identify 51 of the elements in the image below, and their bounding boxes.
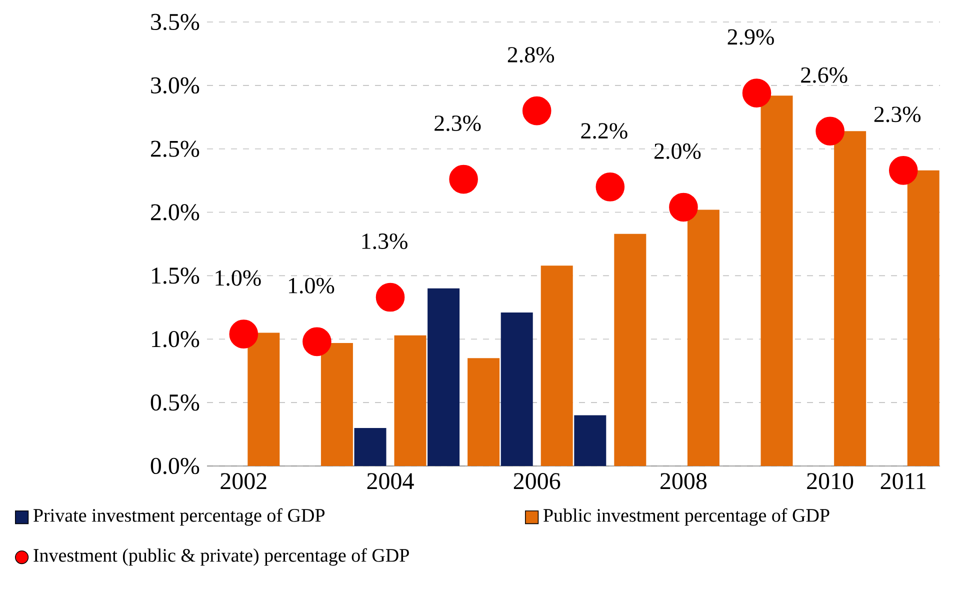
bar xyxy=(354,428,386,466)
point xyxy=(302,327,332,356)
bar xyxy=(500,312,533,466)
bar xyxy=(394,335,426,466)
y-tick-label: 0.0% xyxy=(150,458,200,474)
x-tick-label: 2004 xyxy=(367,473,414,490)
x-tick-label: 2010 xyxy=(807,473,854,490)
bar xyxy=(907,170,940,466)
y-tick-label: 1.0% xyxy=(152,330,200,348)
point xyxy=(449,164,478,194)
point xyxy=(596,172,625,202)
y-tick-label: 1.5% xyxy=(152,268,200,284)
bar xyxy=(574,415,606,466)
bar xyxy=(760,96,793,466)
x-tick-label: 2002 xyxy=(220,473,266,490)
point xyxy=(742,78,772,108)
point xyxy=(229,320,258,348)
legend-label: Public investment percentage of GDP xyxy=(543,508,830,526)
bar xyxy=(834,131,866,466)
point xyxy=(888,156,918,185)
y-tick-label: 3.5% xyxy=(151,14,200,30)
data-label: 2.9% xyxy=(728,29,774,45)
bar xyxy=(687,210,720,466)
data-label: 2.8% xyxy=(508,47,554,63)
x-tick-label: 2006 xyxy=(514,473,560,490)
point xyxy=(816,116,844,146)
bar xyxy=(468,358,500,466)
x-tick-label: 2008 xyxy=(660,473,707,490)
data-label: 1.0% xyxy=(216,270,261,286)
bar xyxy=(614,234,646,466)
legend-label: Investment (public & private) percentage of GDP xyxy=(34,548,409,566)
bar xyxy=(428,288,460,466)
data-label: 1.0% xyxy=(289,278,334,294)
x-tick-label: 2011 xyxy=(880,473,926,490)
data-label: 2.6% xyxy=(801,67,848,83)
bar xyxy=(248,332,280,466)
point xyxy=(522,96,552,126)
y-tick-label: 2.5% xyxy=(151,140,200,158)
point xyxy=(376,282,405,312)
data-label: 1.3% xyxy=(362,233,408,250)
data-label: 2.3% xyxy=(874,106,921,122)
point xyxy=(669,192,698,222)
data-label: 2.0% xyxy=(654,143,701,160)
data-label: 2.2% xyxy=(581,123,628,139)
y-tick-label: 3.0% xyxy=(151,77,200,94)
y-tick-label: 0.5% xyxy=(150,394,200,411)
data-label: 2.3% xyxy=(434,116,481,132)
bar xyxy=(320,342,353,466)
y-tick-label: 2.0% xyxy=(151,204,200,220)
bar xyxy=(540,266,573,466)
legend-label: Private investment percentage of GDP xyxy=(33,508,325,526)
